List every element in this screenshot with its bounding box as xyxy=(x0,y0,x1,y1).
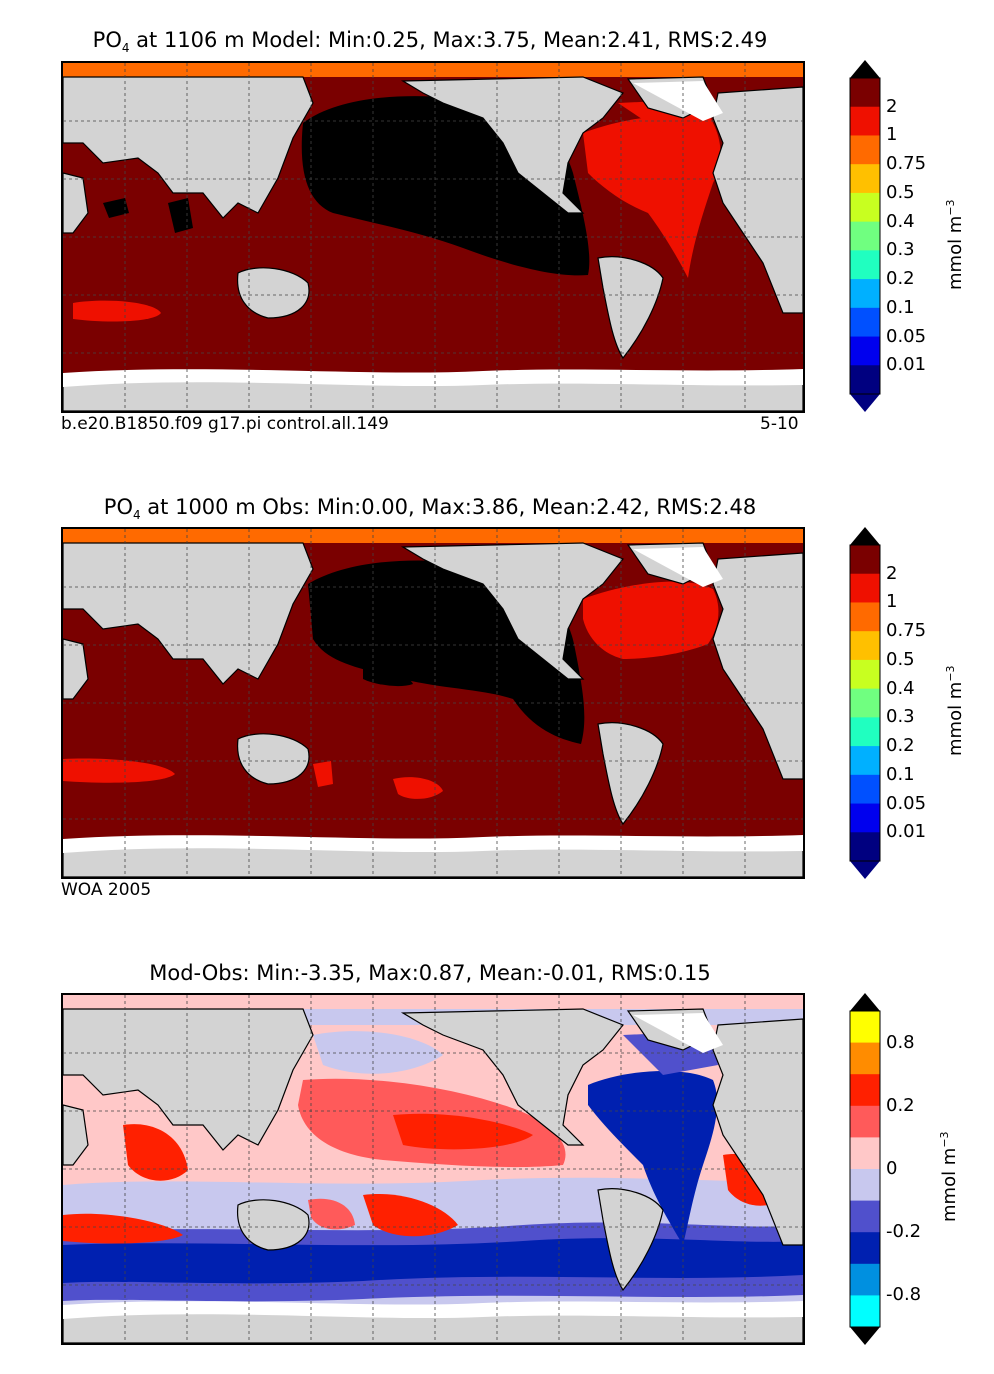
obs-colorbar-unit: mmol m−3 xyxy=(944,665,966,756)
model-colorbar-segment xyxy=(850,279,880,309)
model-colorbar-segment xyxy=(850,106,880,136)
model-colorbar-svg xyxy=(849,60,881,412)
obs-title: PO4 at 1000 m Obs: Min:0.00, Max:3.86, M… xyxy=(103,495,757,523)
diff-colorbar-segment xyxy=(850,1137,880,1170)
obs-colorbar-tick-label: 0.3 xyxy=(886,706,915,728)
diff-colorbar-segment xyxy=(850,1169,880,1202)
obs-colorbar-tick-label: 0.01 xyxy=(886,821,927,843)
obs-colorbar-tick-label: 2 xyxy=(886,562,898,584)
diff-colorbar-segment xyxy=(850,1105,880,1138)
model-map[interactable] xyxy=(61,61,805,413)
model-colorbar-unit: mmol m−3 xyxy=(944,199,966,290)
model-colorbar-top-arrow xyxy=(850,60,880,78)
obs-colorbar-tick-label: 0.2 xyxy=(886,735,915,757)
model-colorbar-segment xyxy=(850,307,880,338)
obs-map-svg xyxy=(63,529,803,877)
diff-colorbar-unit: mmol m−3 xyxy=(938,1131,960,1222)
obs-colorbar-segment xyxy=(850,659,880,690)
obs-colorbar-segment xyxy=(850,774,880,805)
diff-colorbar-svg xyxy=(849,993,881,1345)
diff-title: Mod-Obs: Min:-3.35, Max:0.87, Mean:-0.01… xyxy=(149,961,711,985)
model-colorbar-segment xyxy=(850,164,880,194)
obs-colorbar-tick-label: 1 xyxy=(886,591,898,613)
obs-colorbar-tick-label: 0.05 xyxy=(886,792,927,814)
model-colorbar-tick-label: 0.75 xyxy=(886,153,927,175)
model-colorbar-tick-label: 1 xyxy=(886,124,898,146)
model-caption-right: 5-10 xyxy=(760,414,799,434)
diff-colorbar-tick-label: 0 xyxy=(886,1158,898,1179)
obs-map[interactable] xyxy=(61,527,805,879)
model-colorbar-tick-label: 2 xyxy=(886,95,898,117)
model-colorbar-segment xyxy=(850,221,880,251)
model-colorbar-tick-label: 0.3 xyxy=(886,239,915,261)
model-title: PO4 at 1106 m Model: Min:0.25, Max:3.75,… xyxy=(92,28,768,56)
obs-colorbar-bottom-arrow xyxy=(850,861,880,879)
model-colorbar-tick-label: 0.1 xyxy=(886,296,915,318)
diff-colorbar-tick-label: 0.2 xyxy=(886,1094,915,1116)
diff-colorbar-tick-label: 0.8 xyxy=(886,1031,915,1053)
obs-colorbar-segment xyxy=(850,717,880,747)
obs-colorbar-tick-label: 0.5 xyxy=(886,648,915,670)
model-colorbar-segment xyxy=(850,336,880,366)
diff-colorbar-tick-label: -0.2 xyxy=(886,1221,922,1243)
obs-colorbar-tick-label: 0.4 xyxy=(886,677,915,699)
obs-colorbar-segment xyxy=(850,545,880,575)
diff-colorbar-bottom-arrow xyxy=(850,1327,880,1345)
obs-colorbar-segment xyxy=(850,803,880,833)
diff-colorbar-segment xyxy=(850,1200,880,1233)
model-colorbar-tick-label: 0.05 xyxy=(886,325,927,347)
diff-colorbar-tick-label: -0.8 xyxy=(886,1284,922,1306)
model-colorbar-tick-label: 0.2 xyxy=(886,268,915,290)
model-colorbar-segment xyxy=(850,250,880,280)
diff-map[interactable] xyxy=(61,993,805,1345)
model-colorbar-tick-label: 0.4 xyxy=(886,210,915,232)
diff-colorbar-segment xyxy=(850,1042,880,1075)
model-colorbar-segment xyxy=(850,135,880,165)
model-colorbar-segments xyxy=(850,78,880,395)
diff-colorbar-top-arrow xyxy=(850,993,880,1011)
obs-colorbar-segment xyxy=(850,602,880,632)
diff-colorbar-segment xyxy=(850,1263,880,1296)
model-colorbar-segment xyxy=(850,365,880,395)
obs-colorbar-segment xyxy=(850,746,880,776)
diff-colorbar-segment xyxy=(850,1295,880,1328)
model-caption-left: b.e20.B1850.f09 g17.pi control.all.149 xyxy=(61,414,389,434)
model-colorbar-bottom-arrow xyxy=(850,394,880,412)
obs-colorbar-svg xyxy=(849,527,881,879)
obs-colorbar-segment xyxy=(850,573,880,603)
obs-colorbar-tick-label: 0.1 xyxy=(886,763,915,785)
model-map-svg xyxy=(63,63,803,411)
obs-colorbar-top-arrow xyxy=(850,527,880,545)
model-colorbar-tick-label: 0.01 xyxy=(886,354,927,376)
obs-colorbar xyxy=(849,527,881,879)
model-colorbar xyxy=(849,60,881,412)
diff-colorbar-segment xyxy=(850,1232,880,1265)
obs-colorbar-tick-label: 0.75 xyxy=(886,620,927,642)
diff-colorbar-segments xyxy=(850,1011,880,1328)
obs-colorbar-segments xyxy=(850,545,880,862)
obs-colorbar-segment xyxy=(850,688,880,718)
model-colorbar-tick-label: 0.5 xyxy=(886,181,915,203)
diff-colorbar-segment xyxy=(850,1074,880,1107)
obs-caption-left: WOA 2005 xyxy=(61,880,152,900)
obs-colorbar-segment xyxy=(850,832,880,862)
obs-colorbar-segment xyxy=(850,631,880,661)
diff-colorbar xyxy=(849,993,881,1345)
diff-map-svg xyxy=(63,995,803,1343)
diff-colorbar-segment xyxy=(850,1011,880,1044)
model-colorbar-segment xyxy=(850,78,880,108)
model-colorbar-segment xyxy=(850,192,880,223)
